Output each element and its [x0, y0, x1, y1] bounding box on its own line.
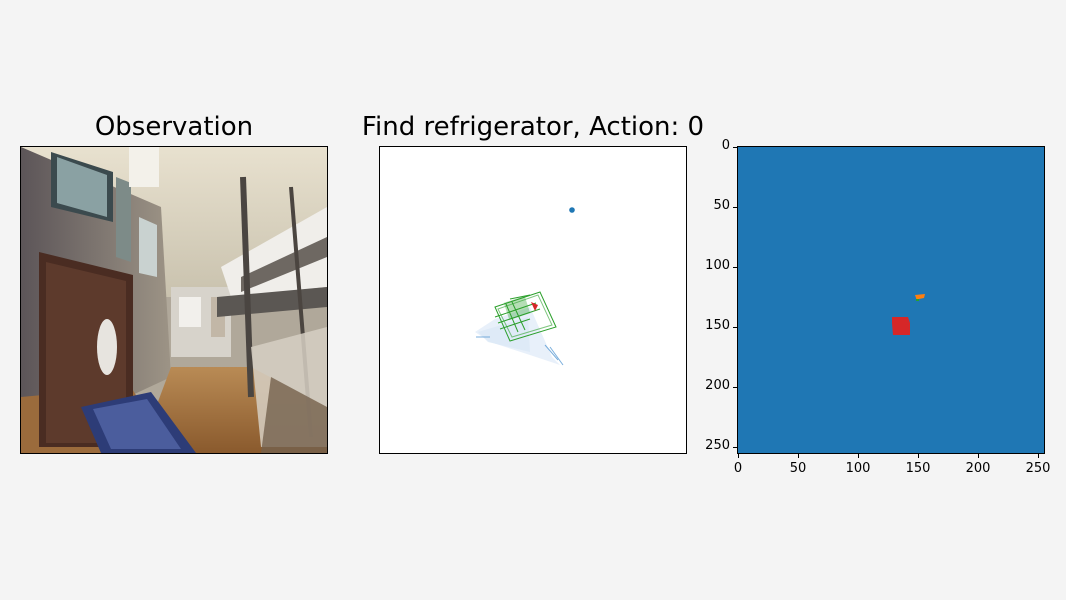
red-object-region: [892, 317, 910, 335]
x-tick-50: 50: [789, 461, 807, 476]
goal-marker: [569, 207, 575, 213]
y-tick-100: 100: [705, 258, 730, 273]
y-tick-mark: [733, 267, 737, 268]
x-tick-mark: [1038, 454, 1039, 458]
x-tick-mark: [798, 454, 799, 458]
x-tick-mark: [738, 454, 739, 458]
y-tick-mark: [733, 147, 737, 148]
y-tick-mark: [733, 447, 737, 448]
y-tick-mark: [733, 327, 737, 328]
x-tick-150: 150: [905, 461, 931, 476]
x-tick-250: 250: [1025, 461, 1051, 476]
y-tick-50: 50: [713, 198, 730, 213]
y-tick-0: 0: [721, 138, 730, 153]
top-down-map: [379, 146, 687, 454]
semantic-map: [737, 146, 1045, 454]
x-tick-100: 100: [845, 461, 871, 476]
x-tick-mark: [918, 454, 919, 458]
x-tick-mark: [978, 454, 979, 458]
x-tick-0: 0: [733, 461, 743, 476]
y-tick-150: 150: [705, 318, 730, 333]
observation-image: [20, 146, 328, 454]
explored-obstacles: [494, 291, 557, 342]
x-tick-mark: [858, 454, 859, 458]
agent-marker: [531, 302, 538, 311]
y-tick-mark: [733, 207, 737, 208]
y-tick-200: 200: [705, 378, 730, 393]
y-tick-mark: [733, 387, 737, 388]
map-title: Find refrigerator, Action: 0: [361, 112, 705, 142]
observation-title: Observation: [94, 112, 254, 142]
x-tick-200: 200: [965, 461, 991, 476]
y-tick-250: 250: [705, 438, 730, 453]
